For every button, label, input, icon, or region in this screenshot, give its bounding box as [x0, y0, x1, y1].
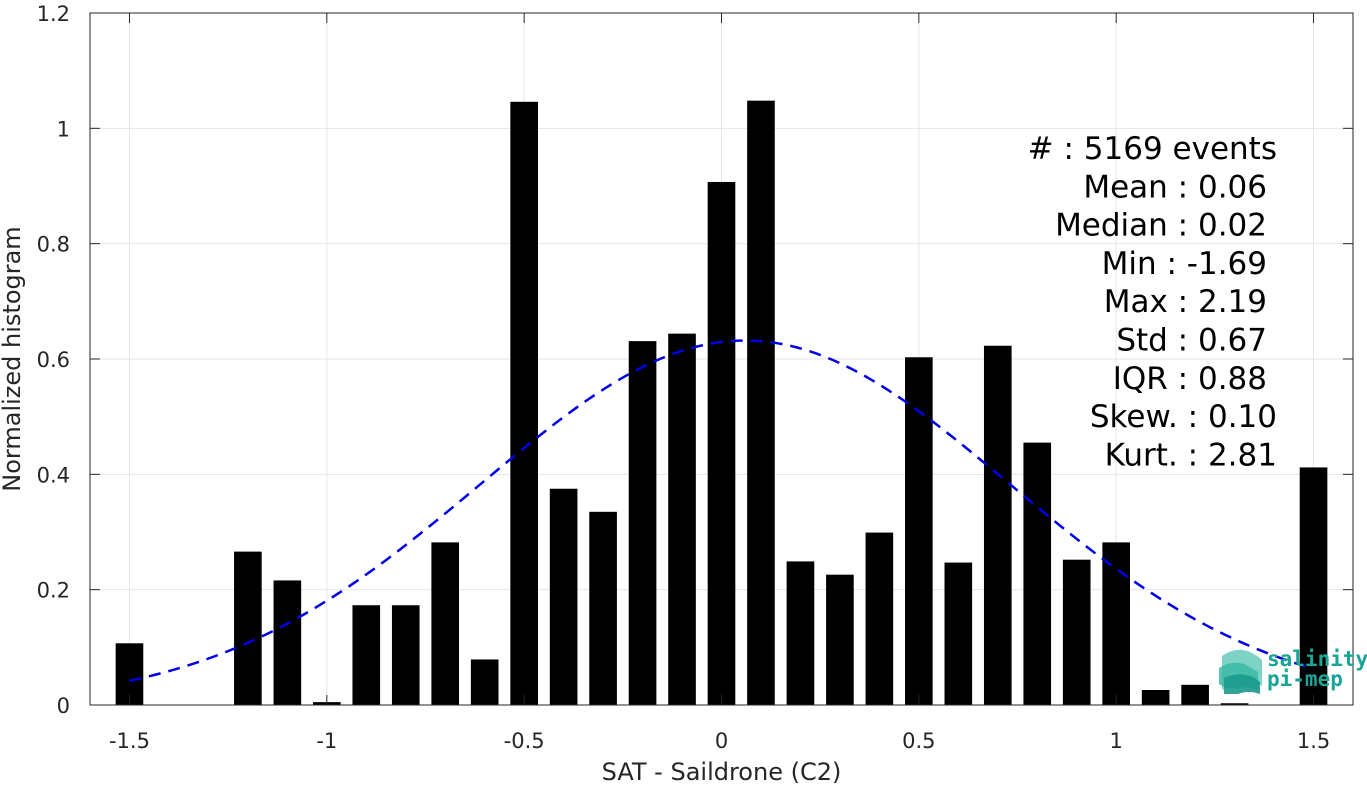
- histogram-bar: [431, 542, 460, 705]
- histogram-bar: [668, 333, 696, 705]
- histogram-bar: [1102, 542, 1131, 705]
- y-tick-label: 1: [57, 117, 70, 141]
- histogram-bar: [1141, 690, 1170, 705]
- histogram-bar: [549, 488, 578, 705]
- histogram-bar: [470, 659, 499, 705]
- histogram-bar: [983, 345, 1012, 705]
- x-axis-label: SAT - Saildrone (C2): [602, 758, 842, 785]
- logo-text-line1: salinity: [1267, 647, 1367, 671]
- logo-text-line2: pi-mep: [1267, 667, 1343, 691]
- histogram-bar: [589, 511, 617, 705]
- histogram-bar: [1023, 442, 1052, 705]
- histogram-bar: [826, 574, 854, 705]
- histogram-bar: [273, 580, 302, 705]
- histogram-bar: [905, 357, 933, 705]
- fit-curve: [129, 339, 1314, 682]
- x-tick-label: -0.5: [504, 729, 545, 753]
- histogram-bar: [510, 101, 538, 706]
- salinity-pimep-logo: salinity pi-mep: [1219, 647, 1367, 694]
- ticks: [90, 12, 1353, 706]
- y-axis-label: Normalized histogram: [0, 226, 26, 491]
- histogram-bar: [707, 181, 736, 706]
- y-tick-label: 0.6: [37, 348, 70, 372]
- histogram-bar: [865, 532, 894, 705]
- histogram-bar: [234, 551, 262, 705]
- logo-wave-shape: [1224, 674, 1260, 694]
- histogram-bar: [352, 605, 381, 705]
- histogram-bar: [115, 643, 144, 705]
- histogram-bar: [786, 561, 815, 705]
- stat-line: Median : 0.02: [1055, 208, 1267, 244]
- x-tick-labels: -1.5 -1 -0.5 0 0.5 1 1.5: [109, 729, 1330, 753]
- y-tick-label: 0: [57, 694, 70, 718]
- x-tick-label: 0.5: [902, 729, 935, 753]
- stat-line: Std : 0.67: [1116, 323, 1267, 359]
- x-tick-label: 1: [1110, 729, 1123, 753]
- histogram-bar: [628, 341, 657, 705]
- y-tick-label: 0.4: [37, 463, 70, 487]
- histogram-bar: [1220, 703, 1249, 705]
- x-tick-label: 0: [715, 729, 728, 753]
- stat-line: Min : -1.69: [1102, 246, 1267, 282]
- histogram-bar: [1181, 684, 1209, 705]
- stat-line: Mean : 0.06: [1083, 169, 1267, 205]
- stat-line: # : 5169 events: [1028, 131, 1277, 167]
- stat-line: Skew. : 0.10: [1090, 399, 1277, 435]
- stat-line: IQR : 0.88: [1113, 361, 1267, 397]
- x-tick-label: 1.5: [1297, 729, 1330, 753]
- stat-line: Max : 2.19: [1104, 284, 1267, 320]
- x-tick-label: -1.5: [109, 729, 150, 753]
- y-tick-label: 0.8: [37, 233, 70, 257]
- histogram-bar: [944, 562, 973, 705]
- bars: [115, 100, 1328, 706]
- histogram-bar: [1062, 559, 1091, 705]
- y-tick-label: 0.2: [37, 579, 70, 603]
- x-tick-label: -1: [316, 729, 337, 753]
- y-tick-label: 1.2: [37, 2, 70, 26]
- histogram-bar: [391, 605, 420, 705]
- histogram-bar: [747, 100, 775, 706]
- y-tick-labels: 0 0.2 0.4 0.6 0.8 1 1.2: [37, 2, 70, 718]
- stat-line: Kurt. : 2.81: [1105, 437, 1277, 473]
- gaussian-fit-line: [129, 339, 1314, 682]
